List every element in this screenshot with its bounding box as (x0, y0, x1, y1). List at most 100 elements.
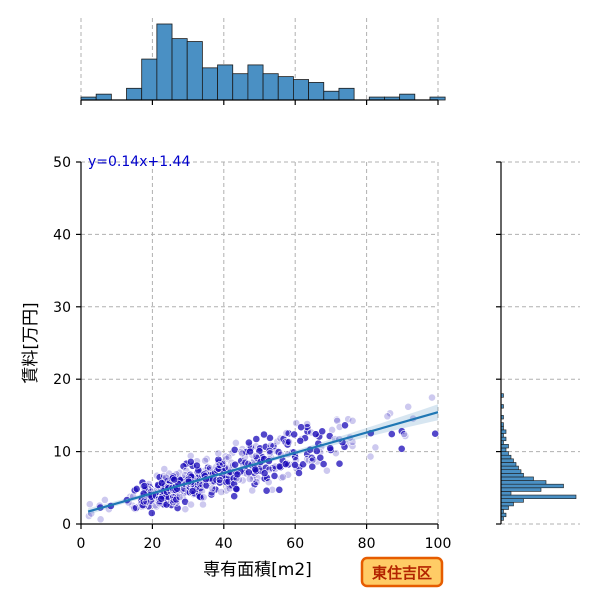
scatter-point (199, 493, 208, 502)
scatter-point (187, 500, 195, 509)
x-tick-label: 0 (77, 536, 86, 552)
scatter-point (386, 409, 394, 418)
scatter-point (297, 423, 305, 432)
x-hist-bar (201, 67, 218, 101)
scatter-point (101, 495, 109, 504)
x-hist-bar (95, 93, 112, 101)
scatter-point (208, 484, 217, 493)
y-hist-bar (500, 476, 534, 481)
scatter-point (232, 485, 241, 493)
scatter-point (199, 500, 207, 509)
scatter-point (291, 460, 299, 469)
scatter-point (281, 460, 290, 468)
scatter-point (157, 494, 166, 503)
y-tick-label: 40 (53, 227, 71, 243)
scatter-point (205, 464, 214, 473)
scatter-point (188, 487, 197, 495)
scatter-point (230, 492, 239, 501)
scatter-point (264, 478, 273, 487)
scatter-point (252, 435, 261, 443)
scatter-point (186, 457, 195, 466)
regression-layer (87, 404, 439, 515)
x-hist-bar (277, 76, 294, 101)
y-hist-bar (500, 505, 509, 510)
y-hist-bar (500, 447, 507, 452)
scatter-point (132, 484, 141, 493)
scatter-point (428, 393, 436, 402)
scatter-point (341, 421, 349, 430)
y-axis-title: 賃料[万円] (21, 302, 41, 383)
scatter-point (274, 448, 283, 456)
y-tick-label: 30 (53, 300, 71, 316)
scatter-point (233, 470, 242, 479)
scatter-point (383, 412, 392, 421)
scatter-point (319, 460, 328, 468)
scatter-point (262, 486, 271, 495)
x-hist-bar (232, 73, 249, 101)
scatter-point (335, 459, 344, 468)
y-hist-bar (500, 487, 542, 492)
scatter-point (231, 438, 240, 447)
scatter-point (244, 468, 253, 477)
scatter-point (266, 449, 274, 458)
y-hist-bar (500, 498, 524, 503)
scatter-point (318, 427, 327, 436)
x-marginal-histogram (80, 23, 446, 101)
x-tick-label: 20 (143, 536, 161, 552)
scatter-point (160, 465, 169, 473)
scatter-point (285, 437, 293, 446)
y-hist-bar (500, 480, 547, 485)
scatter-point (275, 485, 284, 494)
scatter-point (404, 402, 413, 411)
x-hist-bar (217, 64, 234, 101)
scatter-point (397, 444, 406, 453)
y-hist-bar (500, 491, 512, 496)
scatter-point (170, 475, 179, 484)
scatter-point (207, 488, 216, 497)
scatter-point (245, 475, 254, 483)
y-tick-label: 50 (53, 155, 71, 171)
scatter-point (309, 455, 318, 464)
scatter-point (296, 436, 305, 445)
y-hist-bar (500, 473, 524, 478)
scatter-point (290, 430, 299, 439)
scatter-point (270, 471, 279, 480)
x-tick-label: 80 (358, 536, 376, 552)
x-hist-bar (141, 58, 158, 101)
y-hist-bar (500, 451, 509, 456)
scatter-point (344, 415, 353, 424)
scatter-point (279, 473, 287, 481)
scatter-point (251, 465, 260, 474)
district-badge-label: 東住吉区 (372, 564, 432, 582)
scatter-point (299, 460, 307, 469)
scatter-point (366, 452, 375, 461)
scatter-point (96, 515, 105, 524)
scatter-point (179, 462, 188, 471)
labels: y=0.14x+1.44 専有面積[m2] 賃料[万円] (21, 154, 312, 580)
x-tick-label: 60 (286, 536, 304, 552)
x-hist-bar (171, 38, 188, 101)
scatter-point (215, 461, 224, 470)
y-hist-bar (500, 469, 522, 474)
scatter-point (260, 430, 268, 439)
x-hist-bar (338, 87, 355, 101)
scatter-point (400, 430, 408, 438)
x-hist-bar (262, 73, 279, 101)
scatter-point (260, 469, 269, 478)
scatter-point (295, 469, 303, 477)
scatter-point (348, 416, 357, 425)
scatter-point (308, 462, 317, 471)
scatter-point (348, 442, 357, 450)
y-marginal-histogram (500, 393, 577, 521)
y-hist-bar (500, 494, 577, 499)
scatter-point (214, 449, 223, 458)
y-tick-label: 20 (53, 372, 71, 388)
regression-line (87, 411, 439, 513)
scatter-point (431, 429, 440, 438)
x-hist-bar (308, 82, 325, 101)
y-tick-label: 10 (53, 445, 71, 461)
scatter-point (311, 430, 320, 439)
district-badge: 東住吉区 (360, 556, 444, 588)
regression-equation-label: y=0.14x+1.44 (88, 154, 190, 170)
